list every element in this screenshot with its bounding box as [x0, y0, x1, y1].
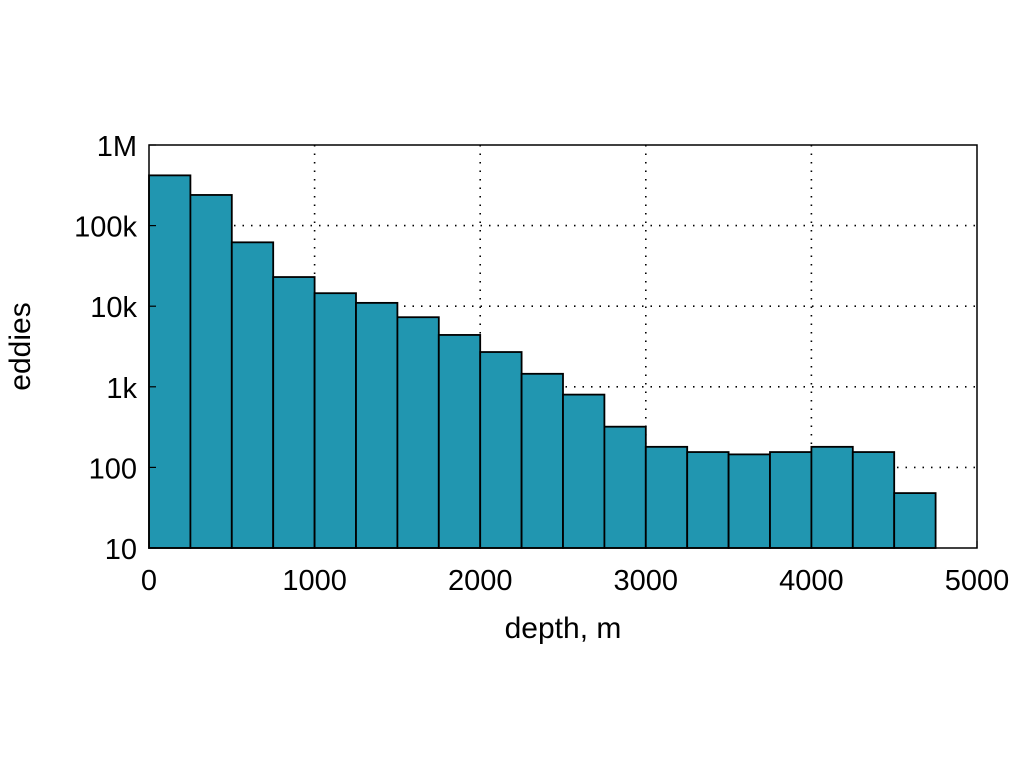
x-tick-label: 1000 [282, 565, 347, 597]
histogram-bar [313, 292, 357, 549]
x-tick-label: 2000 [448, 565, 513, 597]
y-axis-label: eddies [4, 302, 37, 390]
histogram-bar [727, 453, 771, 549]
x-tick-label: 3000 [614, 565, 679, 597]
plot-frame [148, 144, 978, 549]
x-axis-ticks: 0 1000 2000 3000 4000 5000 [141, 541, 1009, 597]
histogram-bar [603, 425, 647, 549]
histogram-bar [355, 301, 399, 549]
y-tick-label: 100 [89, 453, 137, 485]
histogram-bar [686, 451, 730, 549]
x-tick-label: 0 [141, 565, 157, 597]
histogram-bar [810, 445, 854, 549]
histogram-bar [230, 241, 275, 549]
x-tick-label: 5000 [945, 565, 1010, 597]
y-tick-label: 1M [97, 131, 137, 163]
histogram-bar [644, 445, 689, 549]
x-tick-label: 4000 [779, 565, 844, 597]
histogram-bar [396, 316, 440, 549]
histogram-bar [851, 451, 896, 549]
histogram-bar [562, 393, 606, 549]
histogram-bar [189, 194, 233, 549]
histogram-bar [272, 276, 316, 549]
histogram-bar [520, 372, 564, 549]
histogram-bar [479, 351, 523, 549]
y-tick-label: 100k [74, 212, 137, 244]
y-axis-ticks: 10 100 1k 10k 100k 1M [74, 131, 156, 566]
histogram-bar [893, 492, 937, 549]
y-tick-label: 1k [106, 373, 137, 405]
histogram-bar [437, 334, 482, 549]
histogram-bar [148, 174, 192, 549]
y-tick-label: 10k [90, 292, 137, 324]
x-axis-label: depth, m [505, 612, 622, 645]
histogram-bar [769, 451, 813, 549]
y-tick-label: 10 [105, 534, 137, 566]
histogram-bars [148, 174, 937, 549]
